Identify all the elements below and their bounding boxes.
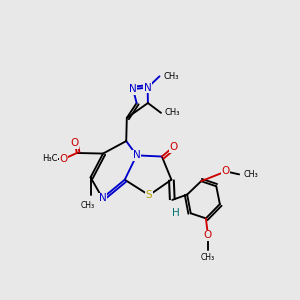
Text: N: N bbox=[129, 84, 137, 94]
Text: CH₃: CH₃ bbox=[80, 201, 94, 210]
Text: O: O bbox=[60, 154, 68, 164]
Text: CH₃: CH₃ bbox=[165, 108, 180, 117]
Text: S: S bbox=[146, 190, 152, 200]
Text: N: N bbox=[133, 150, 140, 160]
Text: N: N bbox=[99, 193, 106, 203]
Text: H₃C: H₃C bbox=[42, 154, 57, 164]
Text: CH₃: CH₃ bbox=[244, 170, 258, 179]
Text: CH₃: CH₃ bbox=[201, 253, 215, 262]
Text: O: O bbox=[71, 138, 79, 148]
Text: N: N bbox=[144, 82, 152, 93]
Text: O: O bbox=[204, 230, 212, 240]
Text: O: O bbox=[222, 167, 230, 176]
Text: CH₃: CH₃ bbox=[163, 72, 178, 81]
Text: O: O bbox=[169, 142, 177, 152]
Text: H: H bbox=[172, 208, 180, 218]
